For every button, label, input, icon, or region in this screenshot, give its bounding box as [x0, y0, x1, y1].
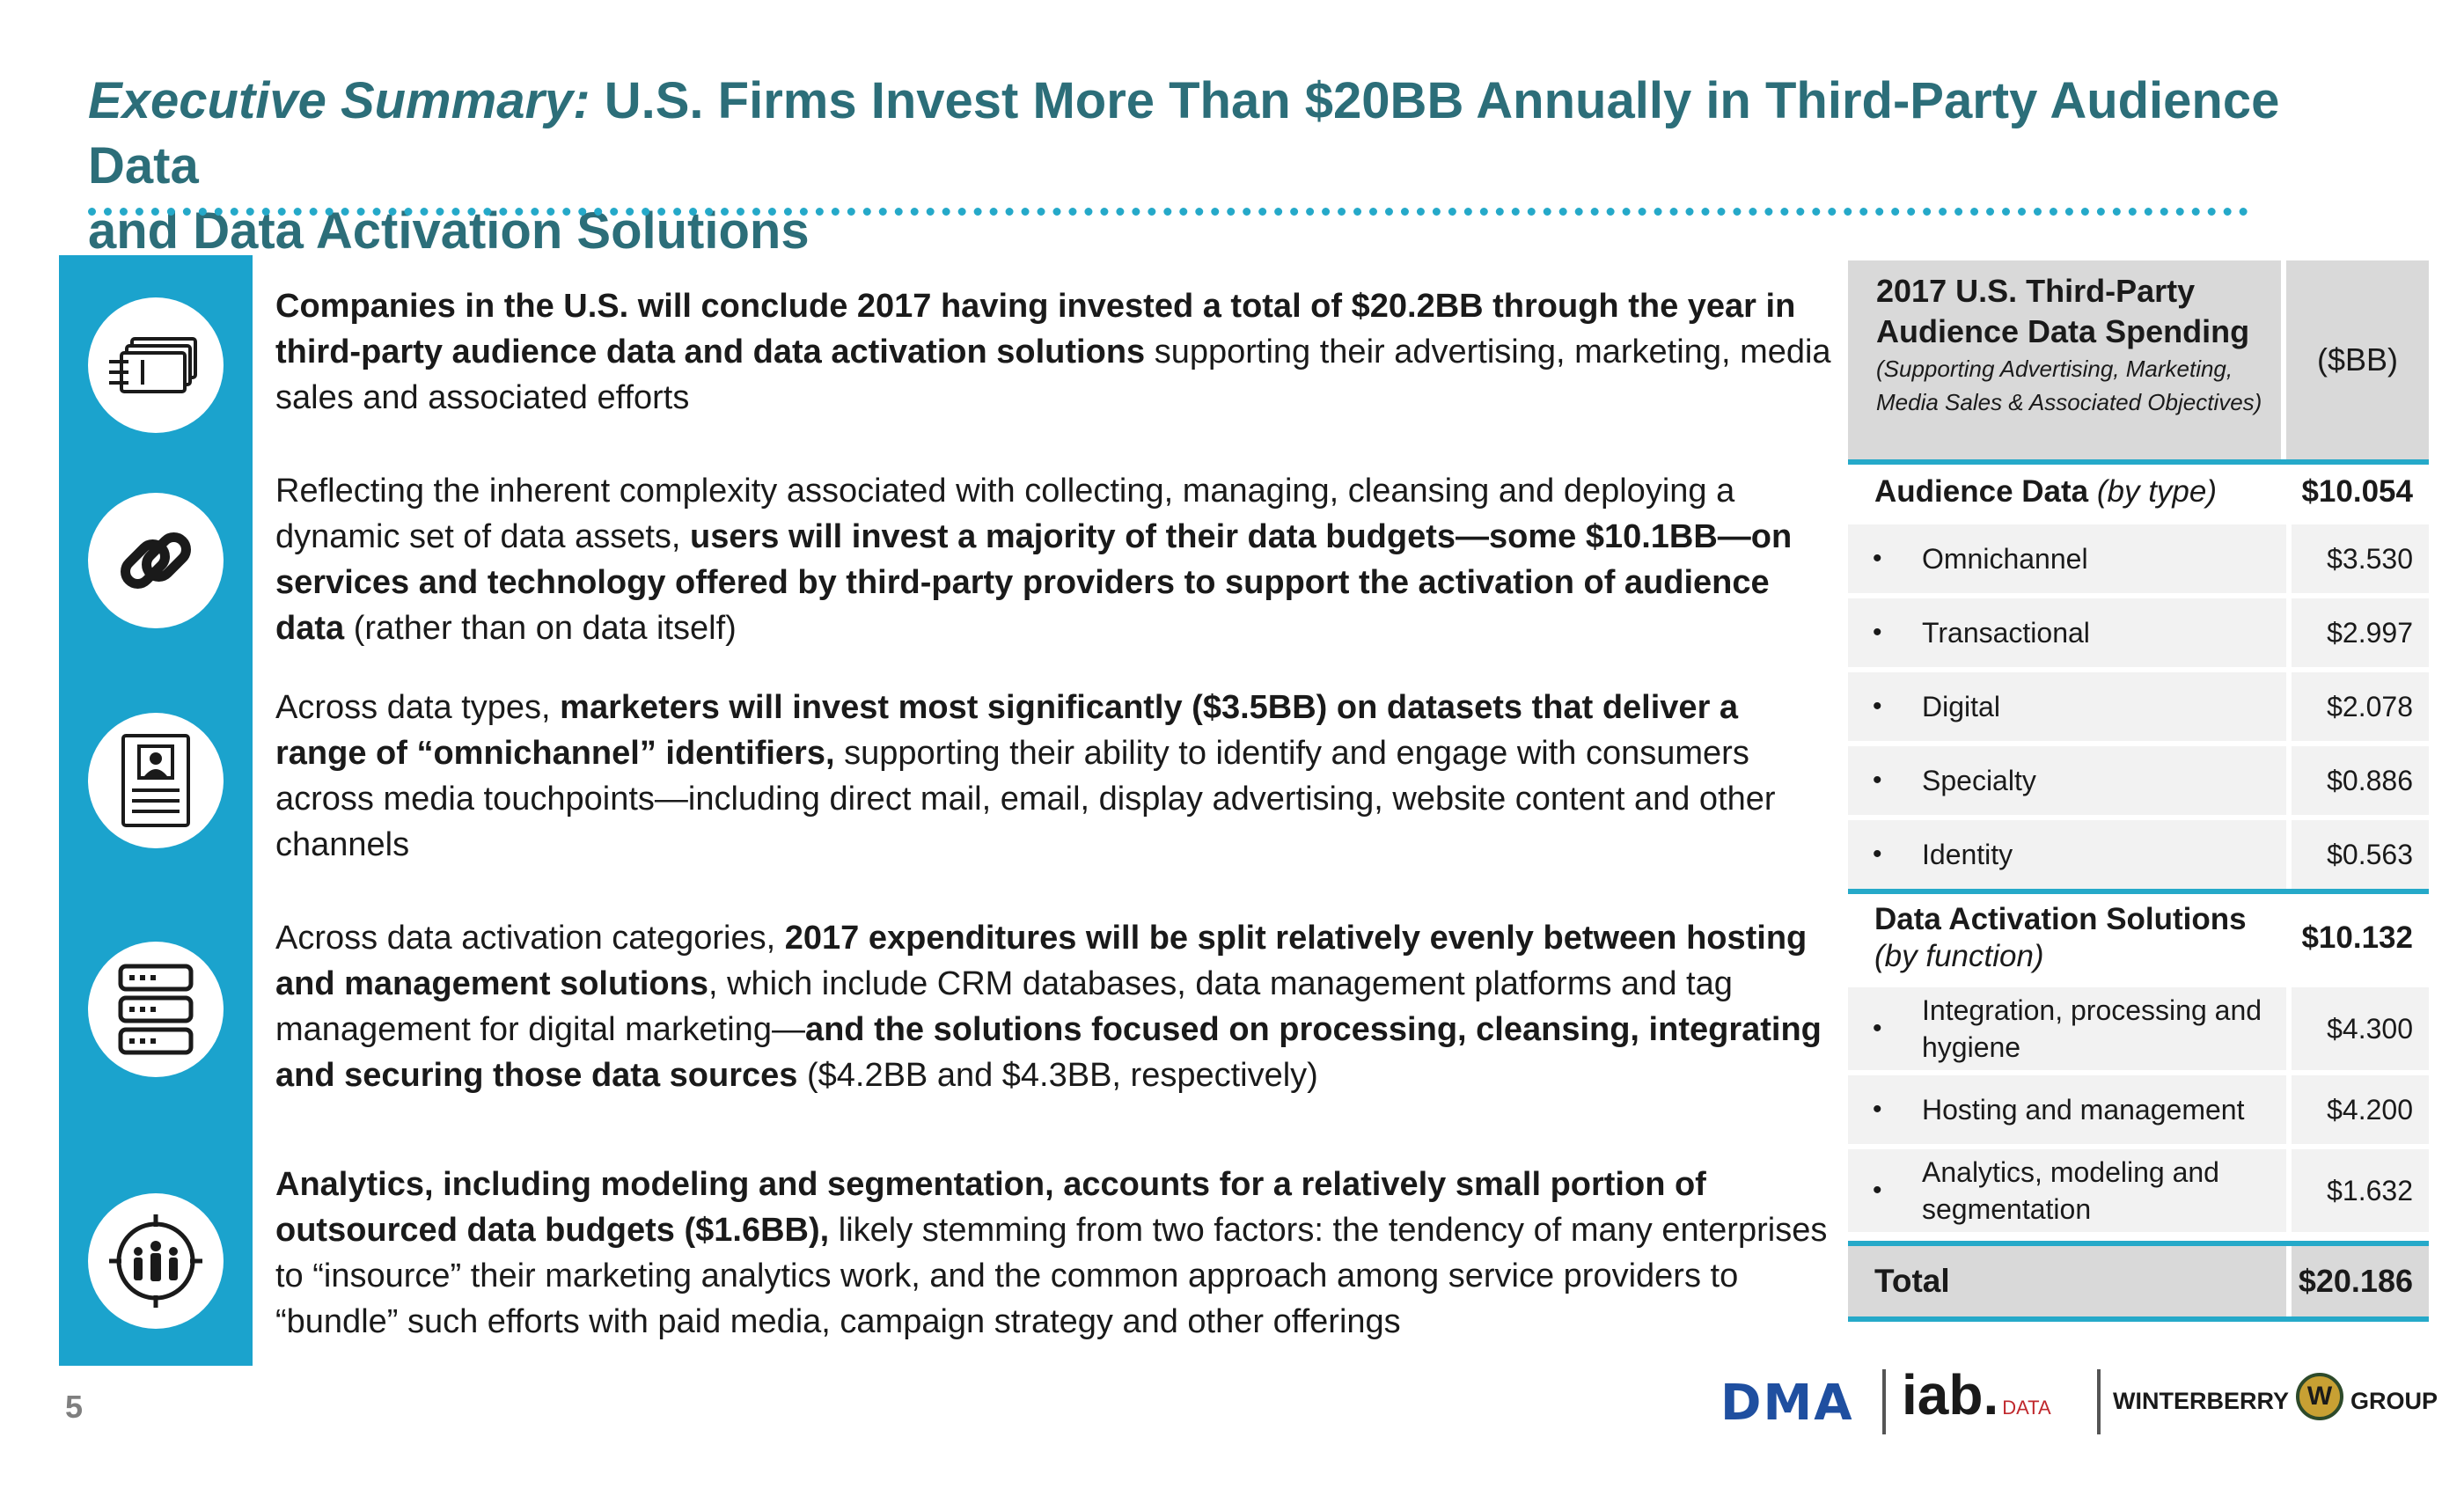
- table-header-title: 2017 U.S. Third-Party Audience Data Spen…: [1876, 273, 2250, 349]
- section-label-italic: (by function): [1874, 939, 2044, 973]
- row-value: $10.054: [2301, 474, 2413, 509]
- server-stack-icon: [88, 942, 224, 1077]
- paragraph-bold: users will invest a majority of their da…: [275, 518, 1793, 647]
- row-label: Audience Data (by type): [1874, 465, 2217, 519]
- paragraph-bold: Companies in the U.S. will conclude 2017…: [275, 288, 1796, 370]
- section-label: Audience Data: [1874, 474, 2089, 509]
- bullet: •: [1873, 840, 1882, 869]
- paragraph-text: Across data types,: [275, 689, 561, 726]
- winterberry-logo: WINTERBERRY W GROUP: [2113, 1373, 2438, 1420]
- row-value: $4.200: [2327, 1093, 2413, 1126]
- bullet: •: [1873, 692, 1882, 721]
- table-row: • Analytics, modeling and segmentation $…: [1848, 1144, 2429, 1232]
- row-label: Digital: [1922, 691, 2000, 722]
- table-row: • Integration, processing and hygiene $4…: [1848, 982, 2429, 1070]
- group-text: GROUP: [2350, 1387, 2438, 1414]
- paragraph-text: (rather than on data itself): [344, 610, 737, 647]
- paragraph-analytics: Analytics, including modeling and segmen…: [275, 1162, 1833, 1345]
- row-label: Total: [1874, 1263, 1950, 1299]
- row-label: Hosting and management: [1922, 1094, 2245, 1126]
- chain-link-icon: [88, 493, 224, 628]
- bullet: •: [1873, 1095, 1882, 1124]
- row-value: $2.078: [2327, 690, 2413, 722]
- row-value: $3.530: [2327, 542, 2413, 575]
- paragraph-total-investment: Companies in the U.S. will conclude 2017…: [275, 283, 1833, 421]
- iab-data-text: DATA: [2002, 1397, 2051, 1419]
- paragraph-bold: Analytics, including modeling and segmen…: [275, 1166, 1706, 1249]
- table-row: • Transactional $2.997: [1848, 593, 2429, 667]
- icon-sidebar: [59, 255, 253, 1366]
- logo-separator: [2097, 1369, 2101, 1434]
- section-label: Data Activation Solutions: [1874, 902, 2247, 936]
- logo-separator: [1882, 1369, 1886, 1434]
- row-value: $1.632: [2327, 1174, 2413, 1206]
- table-header: 2017 U.S. Third-Party Audience Data Spen…: [1848, 260, 2429, 459]
- iab-logo-text: iab.: [1902, 1363, 1999, 1426]
- table-unit-header: ($BB): [2316, 341, 2399, 378]
- page-title: Executive Summary: U.S. Firms Invest Mor…: [88, 69, 2376, 264]
- bullet: •: [1873, 618, 1882, 647]
- paragraph-activation-majority: Reflecting the inherent complexity assoc…: [275, 468, 1833, 651]
- section-label-italic: (by type): [2096, 474, 2218, 509]
- row-label: Analytics, modeling and segmentation: [1922, 1156, 2219, 1225]
- row-label: Data Activation Solutions (by function): [1874, 894, 2247, 975]
- iab-logo: iab. DATA: [1902, 1362, 2051, 1427]
- dma-logo: DMA: [1720, 1375, 1854, 1432]
- row-value: $2.997: [2327, 616, 2413, 649]
- paragraph-bold: marketers will invest most significantly…: [275, 689, 1739, 772]
- title-lead: Executive Summary:: [88, 72, 590, 129]
- table-row: • Specialty $0.886: [1848, 741, 2429, 815]
- dotted-divider: [88, 208, 2248, 216]
- money-stack-icon: [88, 297, 224, 433]
- table-row: • Omnichannel $3.530: [1848, 519, 2429, 593]
- w-emblem-text: W: [2306, 1382, 2333, 1411]
- row-label: Omnichannel: [1922, 543, 2088, 575]
- table-row-data-activation: Data Activation Solutions (by function) $…: [1848, 889, 2429, 982]
- row-label: Identity: [1922, 839, 2013, 870]
- row-value: $0.886: [2327, 764, 2413, 796]
- bullet: •: [1873, 1176, 1882, 1205]
- table-row: • Hosting and management $4.200: [1848, 1070, 2429, 1144]
- title-line1: U.S. Firms Invest More Than $20BB Annual…: [88, 72, 2280, 194]
- row-value: $20.186: [2298, 1263, 2413, 1299]
- paragraph-text: , which include CRM databases, data mana…: [275, 965, 1733, 1048]
- paragraph-text: supporting their ability to identify and…: [275, 735, 1776, 863]
- bullet: •: [1873, 766, 1882, 795]
- people-target-icon: [88, 1193, 224, 1329]
- table-row: • Identity $0.563: [1848, 815, 2429, 889]
- winterberry-text: WINTERBERRY: [2113, 1387, 2289, 1414]
- bullet: •: [1873, 544, 1882, 573]
- table-header-title-cell: 2017 U.S. Third-Party Audience Data Spen…: [1848, 260, 2286, 459]
- w-emblem-icon: W: [2296, 1373, 2343, 1420]
- paragraph-text: Across data activation categories,: [275, 920, 785, 957]
- table-row-total: Total $20.186: [1848, 1241, 2429, 1322]
- table-row-audience-data: Audience Data (by type) $10.054: [1848, 459, 2429, 519]
- paragraph-text: supporting their advertising, marketing,…: [275, 334, 1831, 416]
- row-label: Transactional: [1922, 617, 2090, 649]
- row-label: Integration, processing and hygiene: [1922, 994, 2262, 1063]
- page-number: 5: [65, 1389, 84, 1425]
- row-value: $10.132: [2301, 920, 2413, 955]
- paragraph-text: Reflecting the inherent complexity assoc…: [275, 473, 1735, 555]
- paragraph-omnichannel: Across data types, marketers will invest…: [275, 685, 1833, 868]
- row-value: $4.300: [2327, 1012, 2413, 1045]
- table-header-subtitle: (Supporting Advertising, Marketing, Medi…: [1876, 356, 2262, 415]
- paragraph-bold: 2017 expenditures will be split relative…: [275, 920, 1808, 1002]
- row-label: Specialty: [1922, 765, 2036, 796]
- partner-logos: DMA iab. DATA WINTERBERRY W GROUP: [1720, 1362, 2460, 1441]
- paragraph-bold: and the solutions focused on processing,…: [275, 1011, 1822, 1094]
- profile-document-icon: [88, 713, 224, 848]
- paragraph-text: likely stemming from two factors: the te…: [275, 1212, 1828, 1340]
- bullet: •: [1873, 1014, 1882, 1043]
- table-row: • Digital $2.078: [1848, 667, 2429, 741]
- row-value: $0.563: [2327, 838, 2413, 870]
- paragraph-activation-categories: Across data activation categories, 2017 …: [275, 915, 1833, 1098]
- paragraph-text: ($4.2BB and $4.3BB, respectively): [797, 1057, 1318, 1094]
